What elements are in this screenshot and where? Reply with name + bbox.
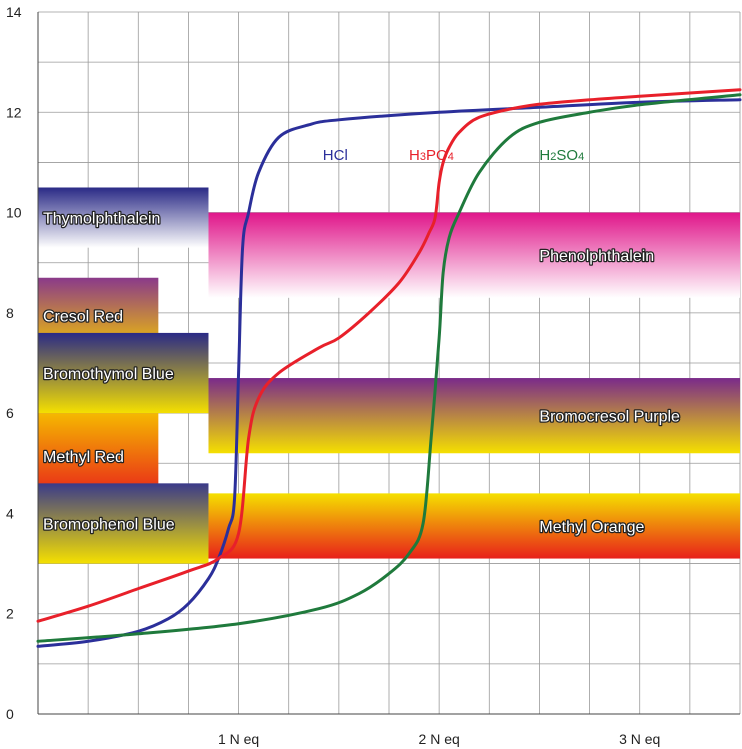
- y-tick-label: 10: [6, 205, 22, 221]
- indicator-bands: [38, 187, 740, 564]
- y-tick-label: 2: [6, 606, 14, 622]
- indicator-label: Methyl Red: [43, 449, 124, 466]
- y-tick-label: 6: [6, 405, 14, 421]
- indicator-band-bromophenol-blue: [38, 483, 209, 564]
- indicator-label: Cresol Red: [43, 308, 123, 325]
- series-label-h2so4: H2SO4: [539, 147, 584, 164]
- series-line-h3po4: [36, 88, 742, 623]
- indicator-label: Thymolphthalein: [43, 211, 160, 228]
- indicator-band-phenolphthalein: [208, 212, 740, 298]
- series-line-h2so4: [36, 93, 742, 643]
- y-tick-label: 14: [6, 4, 22, 20]
- axes: 0 2 4 6 8 10 12 14 1 N eq 2 N eq 3 N eq: [6, 4, 740, 747]
- indicator-band-thymolphthalein: [38, 187, 209, 248]
- indicator-band-methyl-orange: [208, 493, 740, 559]
- series-curves: [36, 88, 742, 648]
- y-tick-label: 4: [6, 505, 14, 521]
- indicator-band-bromothymol-blue: [38, 332, 209, 414]
- y-tick-label: 8: [6, 305, 14, 321]
- labels: HCl H3PO4 H2SO4 Thymolphthalein Phenolphthal…: [42, 147, 682, 537]
- x-tick-label: 3 N eq: [619, 731, 660, 747]
- y-tick-label: 12: [6, 104, 22, 120]
- indicator-label: Bromothymol Blue: [43, 366, 174, 383]
- indicator-label: Methyl Orange: [539, 519, 644, 536]
- indicator-label: Bromophenol Blue: [43, 516, 175, 533]
- series-label-h3po4: H3PO4: [409, 147, 454, 164]
- indicator-band-bromocresol-purple: [208, 378, 740, 454]
- x-tick-label: 1 N eq: [218, 731, 259, 747]
- x-tick-label: 2 N eq: [419, 731, 460, 747]
- indicator-label: Phenolphthalein: [539, 248, 654, 265]
- y-tick-label: 0: [6, 706, 14, 722]
- series-line-hcl: [36, 98, 742, 648]
- series-label-hcl: HCl: [323, 147, 348, 164]
- indicator-label: Bromocresol Purple: [539, 409, 680, 426]
